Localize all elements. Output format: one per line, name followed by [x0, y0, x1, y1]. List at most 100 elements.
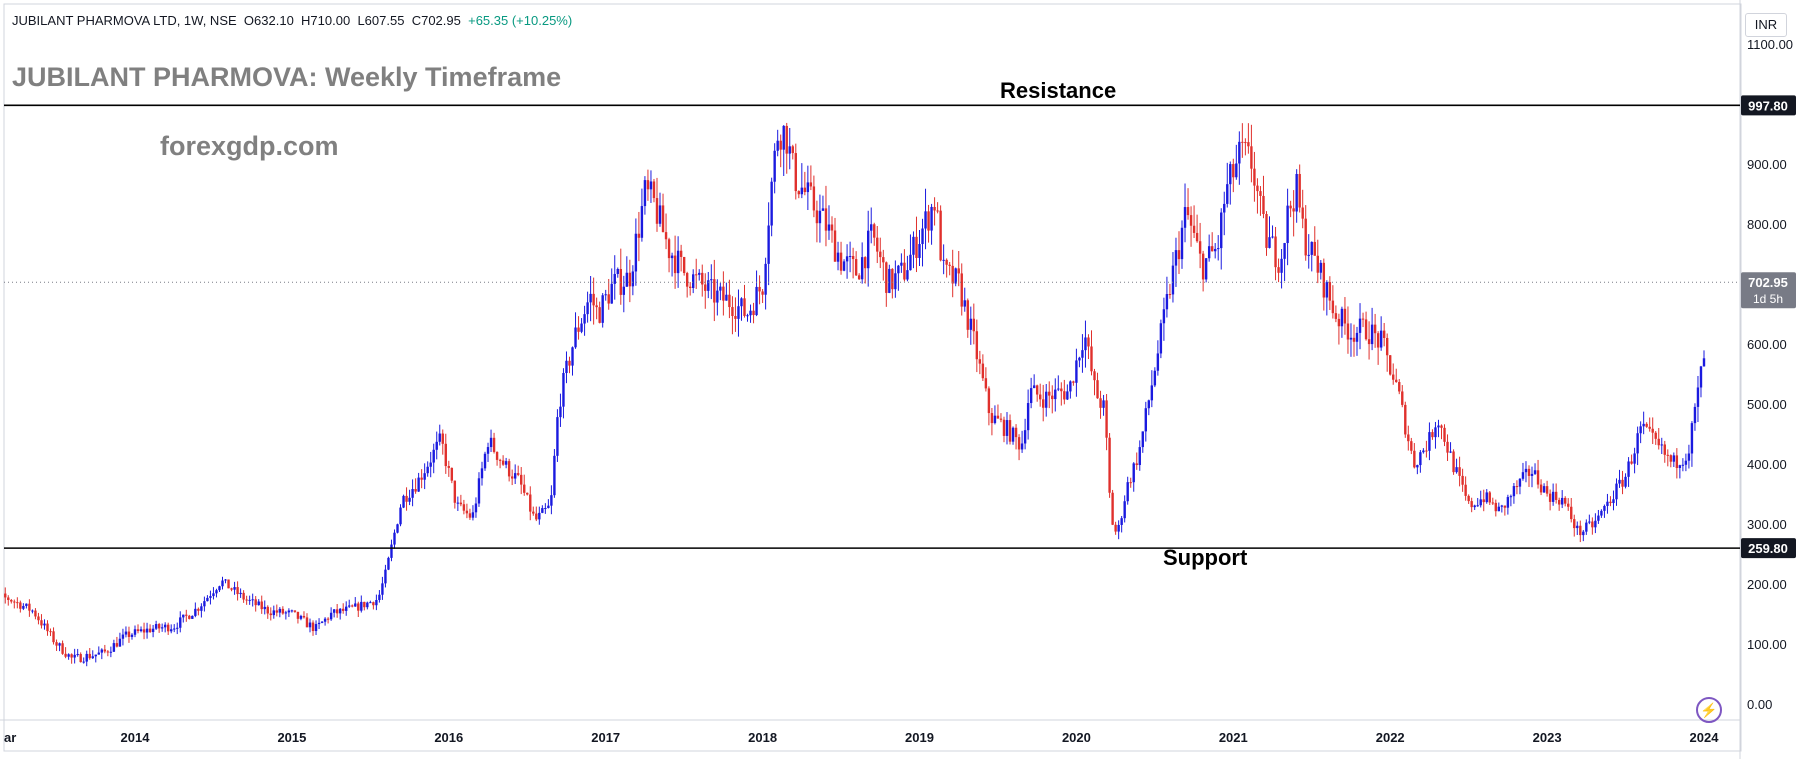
symbol-header[interactable]: JUBILANT PHARMOVA LTD, 1W, NSE O632.10 H… [12, 13, 572, 28]
candle-body [1681, 464, 1685, 466]
candle-body [444, 443, 447, 467]
candle-body [311, 622, 315, 632]
candle-body [888, 268, 891, 293]
candle-body [749, 310, 752, 316]
candle-body [842, 261, 846, 271]
candle-body [1389, 355, 1392, 375]
x-tick-label: 2021 [1219, 730, 1248, 745]
candle-body [1337, 318, 1341, 327]
candle-body [1404, 404, 1407, 435]
candle-body [1081, 350, 1084, 358]
candle-body [870, 224, 873, 231]
candle-body [1645, 423, 1648, 427]
candle-body [692, 274, 695, 288]
candle-body [106, 651, 110, 653]
candle-body [335, 609, 339, 614]
candle-body [568, 360, 571, 366]
candle-body [34, 610, 37, 617]
candle-body [725, 294, 728, 301]
candle-body [809, 182, 813, 187]
candle-body [1189, 215, 1193, 226]
candle-body [1398, 382, 1401, 392]
candle-body [1256, 185, 1259, 192]
candle-body [1029, 388, 1033, 404]
support-price-tag [1741, 538, 1796, 559]
candle-body [580, 323, 583, 332]
candle-body [103, 649, 107, 652]
candle-body [1582, 531, 1585, 536]
candle-body [1446, 441, 1449, 453]
candle-body [266, 606, 269, 614]
candle-body [338, 608, 342, 614]
candle-body [779, 140, 782, 150]
candle-body [1542, 486, 1546, 493]
candle-body [1401, 391, 1404, 405]
candle-body [363, 601, 366, 608]
candle-body [806, 182, 810, 193]
candle-body [1008, 420, 1012, 442]
x-tick-label: 2023 [1533, 730, 1562, 745]
candle-body [471, 512, 475, 518]
candle-body [1693, 406, 1697, 424]
candle-body [912, 236, 915, 255]
candle-body [1485, 492, 1488, 503]
candle-body [245, 599, 248, 601]
candle-body [468, 513, 472, 518]
candle-body [302, 615, 306, 618]
candle-body [975, 331, 979, 360]
candle-body [752, 310, 755, 316]
candle-body [1183, 207, 1187, 228]
candle-body [16, 602, 19, 604]
candle-body [1370, 324, 1374, 345]
candle-body [1102, 400, 1105, 408]
candle-body [248, 599, 251, 601]
candle-body [1195, 232, 1199, 242]
currency-button[interactable]: INR [1745, 13, 1787, 37]
candle-body [513, 473, 517, 479]
candle-body [1443, 427, 1446, 442]
candle-body [1636, 433, 1639, 454]
candle-body [860, 257, 864, 280]
candle-body [1232, 164, 1235, 178]
low-value: L607.55 [357, 13, 405, 28]
candle-body [1618, 479, 1621, 484]
candle-body [70, 654, 73, 658]
candle-body [1023, 430, 1027, 444]
candle-body [628, 272, 632, 287]
candle-body [1392, 374, 1395, 380]
candle-body [296, 611, 300, 619]
candle-body [480, 468, 484, 479]
lightning-bolt-icon[interactable]: ⚡ [1696, 697, 1722, 723]
candle-body [1494, 502, 1498, 512]
candle-body [1648, 426, 1651, 429]
candle-body [996, 415, 1000, 419]
candle-body [695, 274, 698, 276]
x-tick-label: 2019 [905, 730, 934, 745]
candle-body [182, 614, 185, 618]
candle-body [1482, 499, 1485, 503]
candle-body [483, 453, 487, 469]
candle-body [1579, 525, 1582, 536]
candle-body [646, 180, 650, 190]
candle-body [903, 262, 906, 280]
candle-body [1539, 484, 1543, 493]
candle-body [1500, 505, 1504, 507]
candle-body [1467, 495, 1470, 502]
candle-body [136, 629, 140, 632]
candle-body [1289, 205, 1292, 209]
candle-body [547, 505, 550, 509]
candle-body [82, 661, 85, 663]
candle-body [52, 631, 55, 643]
candle-body [1259, 191, 1262, 196]
candle-body [1455, 467, 1458, 473]
candle-body [815, 210, 819, 224]
candle-body [1310, 241, 1313, 255]
candle-body [634, 233, 638, 272]
candle-body [1551, 491, 1555, 502]
candle-body [1536, 470, 1540, 485]
candle-body [348, 605, 351, 607]
candle-body [728, 294, 731, 308]
candle-body [1265, 214, 1268, 248]
